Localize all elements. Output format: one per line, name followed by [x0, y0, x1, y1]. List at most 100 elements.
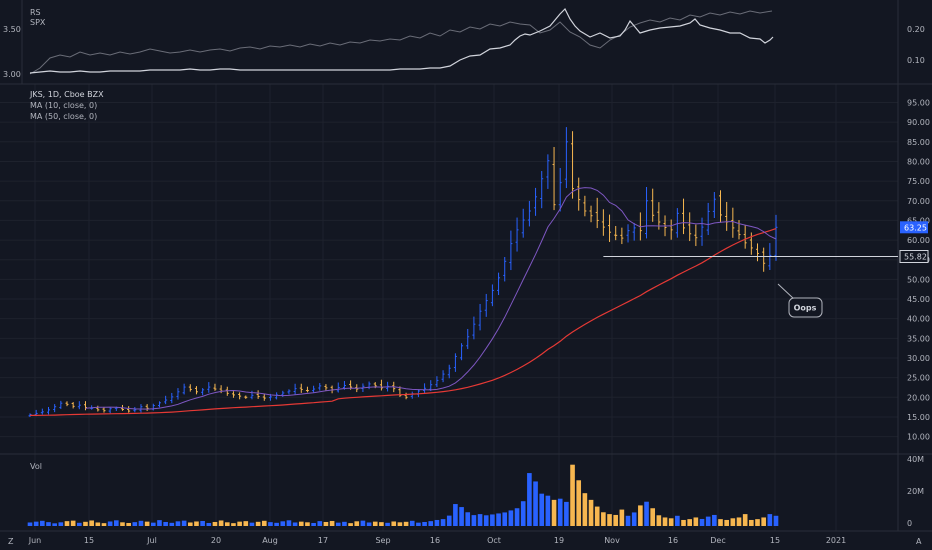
volume-bar	[126, 522, 131, 526]
volume-bar	[237, 521, 242, 526]
volume-bar	[187, 522, 193, 526]
z-icon[interactable]: Z	[8, 537, 14, 546]
ma10-legend: MA (10, close, 0)	[30, 101, 97, 110]
volume-bar	[120, 522, 125, 526]
time-tick: 16	[430, 536, 440, 545]
rs-left-tick: 3.00	[3, 70, 21, 79]
rs-right-tick: 0.10	[907, 56, 925, 65]
time-tick: 2021	[826, 536, 846, 545]
a-icon[interactable]: A	[916, 537, 922, 546]
volume-bar	[693, 517, 699, 526]
annotation-callout[interactable]	[788, 297, 823, 318]
volume-bar	[471, 515, 477, 526]
volume-bar	[27, 522, 33, 526]
time-tick: Aug	[262, 536, 278, 545]
volume-bar	[224, 522, 230, 526]
price-tick: 15.00	[907, 413, 930, 422]
spx-label: SPX	[30, 18, 46, 27]
time-tick: Nov	[604, 536, 620, 545]
volume-bar	[305, 522, 310, 526]
volume-bar	[231, 523, 236, 526]
volume-bar	[329, 520, 335, 526]
volume-bar	[144, 521, 150, 526]
volume-bar	[551, 499, 557, 526]
volume-bar	[625, 515, 631, 526]
rs-line	[29, 7, 774, 74]
volume-bar	[268, 522, 273, 526]
time-tick: Dec	[710, 536, 725, 545]
ma50-line	[30, 228, 777, 416]
volume-bar	[681, 519, 686, 526]
volume-pane: Vol 40M 20M 0	[27, 455, 924, 528]
volume-bar	[705, 516, 711, 526]
price-tick: 45.00	[907, 295, 930, 304]
volume-bar	[64, 521, 70, 526]
price-tick: 65.00	[907, 216, 930, 225]
last-price-value: 63.25	[904, 223, 927, 232]
volume-bar	[218, 520, 224, 526]
volume-bar	[545, 495, 551, 526]
volume-bar	[773, 515, 779, 526]
volume-bar	[675, 515, 680, 526]
volume-bar	[366, 522, 372, 526]
time-tick: Oct	[487, 536, 501, 545]
volume-bar	[465, 512, 471, 526]
time-tick: Sep	[375, 536, 390, 545]
volume-bar	[77, 522, 82, 526]
volume-bar	[687, 519, 692, 526]
volume-bar	[163, 521, 168, 526]
volume-bar	[520, 501, 526, 526]
volume-bar	[699, 518, 705, 526]
volume-bar	[736, 517, 742, 526]
ma10-line	[85, 187, 777, 410]
volume-bar	[261, 520, 267, 526]
last-price-tag: 63.25	[900, 221, 928, 234]
volume-bar	[379, 522, 384, 526]
volume-bar	[323, 521, 329, 526]
volume-bar	[157, 520, 162, 526]
volume-bar	[570, 464, 575, 526]
volume-bar	[619, 509, 625, 526]
volume-bar	[348, 523, 353, 526]
volume-bar	[385, 522, 390, 526]
volume-bar	[403, 521, 409, 526]
volume-bar	[181, 520, 187, 526]
volume-bar	[83, 521, 88, 526]
volume-bar	[40, 520, 45, 526]
price-tick: 60.00	[907, 236, 930, 245]
volume-bar	[767, 514, 773, 526]
volume-bar	[33, 521, 39, 526]
volume-bar	[114, 520, 119, 526]
rs-pane: RS SPX 3.50 3.00 0.20 0.10	[3, 7, 925, 79]
price-pane: JKS, 1D, Cboe BZX MA (10, close, 0) MA (…	[28, 90, 930, 442]
volume-bar	[564, 501, 569, 526]
volume-bar	[613, 514, 619, 526]
price-tick: 10.00	[907, 433, 930, 442]
volume-bar	[342, 521, 347, 526]
volume-bar	[317, 521, 323, 526]
volume-bar	[730, 518, 736, 526]
time-tick: 20	[211, 536, 221, 545]
price-tick: 80.00	[907, 157, 930, 166]
level-tag: 55.82	[899, 250, 929, 264]
time-tick: 16	[668, 536, 678, 545]
volume-bar	[742, 514, 748, 526]
volume-bar	[409, 520, 415, 526]
volume-tick: 20M	[907, 487, 924, 496]
volume-bar	[428, 521, 434, 526]
price-tick: 70.00	[907, 197, 930, 206]
volume-bar	[539, 493, 545, 526]
volume-bar	[514, 508, 520, 526]
volume-bar	[483, 515, 489, 526]
volume-bar	[582, 493, 588, 526]
volume-bar	[601, 512, 606, 526]
volume-bar	[638, 505, 643, 526]
time-tick: 15	[84, 536, 94, 545]
grid	[0, 84, 898, 531]
volume-bar	[453, 504, 458, 526]
volume-bar	[194, 521, 199, 526]
volume-bar	[588, 499, 594, 526]
volume-bar	[477, 514, 483, 526]
volume-bar	[391, 521, 397, 526]
volume-bars	[27, 464, 779, 526]
